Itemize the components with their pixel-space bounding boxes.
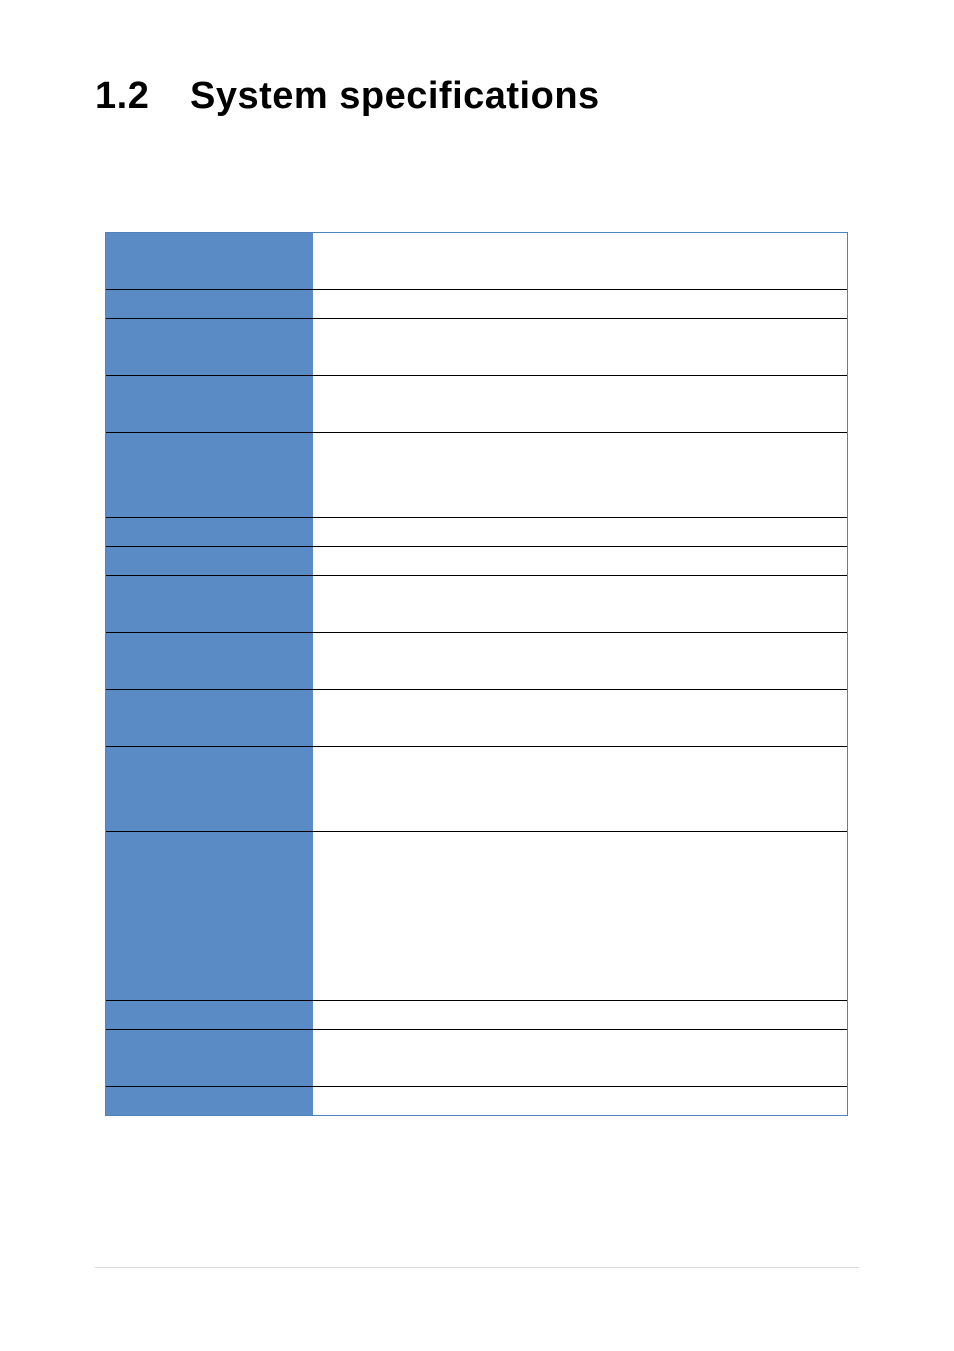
spec-label-cell: [106, 376, 313, 432]
table-row: [106, 517, 847, 546]
spec-value-cell: [313, 633, 847, 689]
spec-value-cell: [313, 690, 847, 746]
table-row: [106, 1086, 847, 1115]
specifications-table: [105, 232, 848, 1116]
spec-value-cell: [313, 233, 847, 289]
spec-value-cell: [313, 1087, 847, 1115]
table-row: [106, 318, 847, 375]
spec-label-cell: [106, 518, 313, 546]
table-row: [106, 689, 847, 746]
table-row: [106, 432, 847, 517]
table-row: [106, 1000, 847, 1029]
section-heading: 1.2System specifications: [95, 75, 600, 118]
spec-value-cell: [313, 319, 847, 375]
table-row: [106, 831, 847, 1000]
section-title: System specifications: [190, 75, 600, 117]
spec-label-cell: [106, 747, 313, 831]
table-row: [106, 1029, 847, 1086]
spec-label-cell: [106, 233, 313, 289]
spec-label-cell: [106, 1001, 313, 1029]
table-row: [106, 289, 847, 318]
spec-value-cell: [313, 376, 847, 432]
spec-value-cell: [313, 1030, 847, 1086]
document-page: 1.2System specifications: [0, 0, 954, 1351]
spec-value-cell: [313, 1001, 847, 1029]
spec-label-cell: [106, 547, 313, 575]
spec-label-cell: [106, 1087, 313, 1115]
table-row: [106, 632, 847, 689]
spec-value-cell: [313, 747, 847, 831]
spec-label-cell: [106, 433, 313, 517]
table-row: [106, 233, 847, 289]
spec-value-cell: [313, 433, 847, 517]
spec-label-cell: [106, 1030, 313, 1086]
spec-label-cell: [106, 633, 313, 689]
table-row: [106, 546, 847, 575]
footer-divider: [95, 1267, 859, 1268]
spec-value-cell: [313, 576, 847, 632]
table-row: [106, 746, 847, 831]
spec-label-cell: [106, 690, 313, 746]
spec-label-cell: [106, 290, 313, 318]
spec-value-cell: [313, 290, 847, 318]
spec-value-cell: [313, 518, 847, 546]
table-row: [106, 575, 847, 632]
spec-value-cell: [313, 832, 847, 1000]
spec-label-cell: [106, 576, 313, 632]
spec-label-cell: [106, 832, 313, 1000]
table-row: [106, 375, 847, 432]
spec-label-cell: [106, 319, 313, 375]
spec-value-cell: [313, 547, 847, 575]
section-number: 1.2: [95, 75, 190, 118]
